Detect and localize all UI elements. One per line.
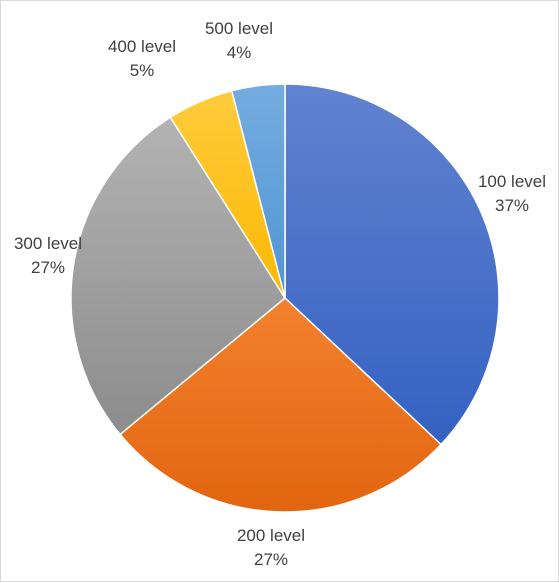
data-label-category: 100 level	[478, 172, 546, 191]
data-label-percent: 37%	[495, 196, 529, 215]
data-label-500-level: 500 level 4%	[205, 19, 273, 62]
data-label-category: 400 level	[108, 37, 176, 56]
data-label-100-level: 100 level 37%	[478, 172, 546, 215]
data-label-percent: 27%	[31, 258, 65, 277]
slice-labels: 100 level 37% 200 level 27% 300 level 27% 400 …	[14, 19, 546, 569]
pie-slice-200-level	[119, 297, 443, 513]
data-label-category: 500 level	[205, 19, 273, 38]
pie-slice-100-level	[284, 83, 500, 446]
data-label-category: 200 level	[237, 526, 305, 545]
data-label-percent: 27%	[254, 550, 288, 569]
data-label-300-level: 300 level 27%	[14, 234, 82, 277]
data-label-percent: 5%	[130, 61, 155, 80]
data-label-percent: 4%	[227, 43, 252, 62]
pie-slice-300-level	[70, 116, 286, 436]
data-label-200-level: 200 level 27%	[237, 526, 305, 569]
data-label-400-level: 400 level 5%	[108, 37, 176, 80]
pie-slice-500-level	[230, 83, 286, 299]
data-label-category: 300 level	[14, 234, 82, 253]
pie-slices	[70, 83, 500, 513]
